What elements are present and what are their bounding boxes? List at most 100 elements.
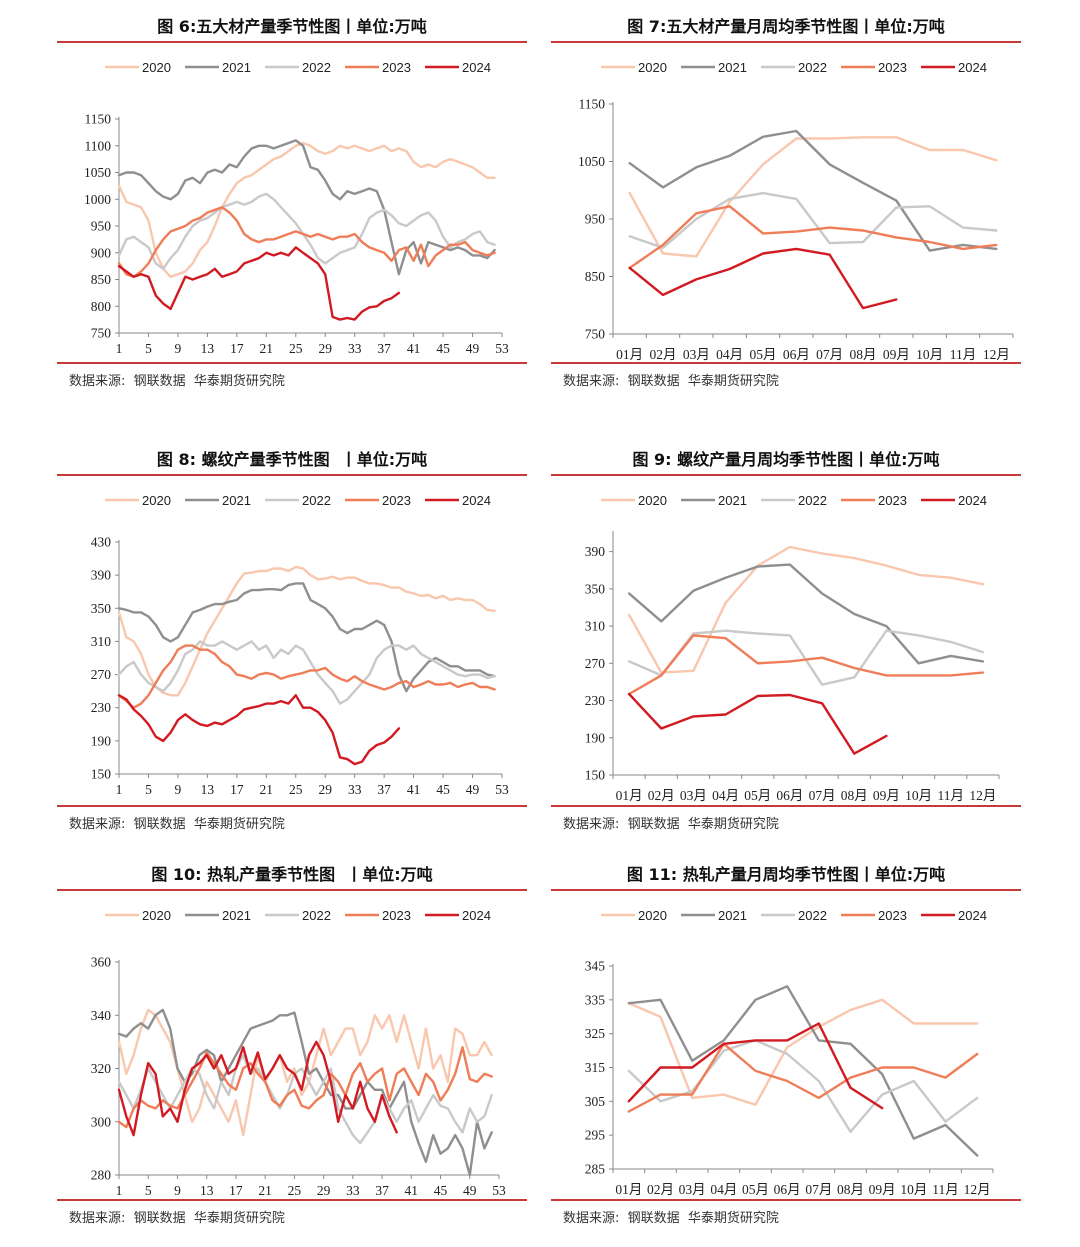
series-line-2024	[117, 694, 401, 766]
title-rule	[551, 889, 1021, 891]
x-tick-label: 9	[175, 341, 182, 356]
legend-label-2022: 2022	[302, 60, 331, 75]
x-tick-label: 25	[288, 1183, 302, 1198]
x-tick-label: 13	[201, 782, 215, 797]
series-line-2023	[117, 644, 496, 709]
x-tick-label: 07月	[805, 1182, 832, 1197]
x-tick-label: 53	[495, 782, 509, 797]
y-tick-label: 340	[91, 1008, 112, 1023]
chart-svg-fig6: 2020 2021 2022 2023 2024 750 800 850 900 950 1000 1…	[84, 60, 509, 356]
legend-label-2022: 2022	[302, 908, 331, 923]
x-tick-label: 06月	[783, 347, 810, 362]
y-tick-label: 800	[91, 299, 112, 314]
legend-label-2021: 2021	[718, 493, 747, 508]
legend-label-2021: 2021	[718, 908, 747, 923]
legend-label-2024: 2024	[462, 908, 491, 923]
y-tick-label: 950	[91, 219, 112, 234]
y-tick-label: 360	[91, 955, 112, 970]
x-tick-label: 5	[145, 341, 152, 356]
x-tick-label: 5	[145, 782, 152, 797]
x-tick-label: 33	[346, 1183, 360, 1198]
legend-label-2023: 2023	[382, 908, 411, 923]
legend-label-2022: 2022	[798, 493, 827, 508]
x-tick-label: 01月	[616, 788, 643, 803]
series-line-2020	[117, 565, 496, 697]
y-tick-label: 430	[91, 535, 112, 550]
x-tick-label: 12月	[964, 1182, 991, 1197]
legend-label-2024: 2024	[462, 60, 491, 75]
series-line-2023	[628, 205, 998, 270]
x-tick-label: 04月	[712, 788, 739, 803]
source-text: 数据来源: 钢联数据 华泰期货研究院	[563, 817, 779, 832]
series-line-2022	[117, 192, 496, 271]
x-tick-label: 08月	[841, 788, 868, 803]
legend: 2020 2021 2022 2023 2024	[105, 493, 491, 508]
x-tick-label: 11月	[938, 788, 965, 803]
series-line-2022	[627, 629, 985, 686]
series-line-2021	[628, 129, 998, 252]
x-tick-label: 01月	[616, 347, 643, 362]
x-tick-label: 41	[405, 1183, 419, 1198]
y-tick-label: 325	[585, 1026, 606, 1041]
series-line-2023	[627, 1042, 979, 1113]
legend: 2020 2021 2022 2023 2024	[601, 908, 987, 923]
y-tick-label: 305	[585, 1094, 606, 1109]
y-tick-label: 1100	[85, 138, 112, 153]
y-tick-label: 390	[91, 568, 112, 583]
source-text: 数据来源: 钢联数据 华泰期货研究院	[563, 1211, 779, 1226]
legend-label-2020: 2020	[638, 493, 667, 508]
y-tick-label: 310	[585, 619, 606, 634]
y-tick-label: 300	[91, 1114, 112, 1129]
legend: 2020 2021 2022 2023 2024	[105, 60, 491, 75]
x-tick-label: 13	[200, 1183, 214, 1198]
x-tick-label: 1	[116, 341, 123, 356]
chart-title: 图 9: 螺纹产量月周均季节性图丨单位:万吨	[632, 450, 940, 469]
y-tick-label: 315	[585, 1060, 606, 1075]
y-tick-label: 270	[91, 667, 112, 682]
y-tick-label: 350	[585, 581, 606, 596]
source-rule	[57, 362, 527, 364]
series-line-2020	[627, 545, 985, 674]
series-line-2020	[628, 136, 998, 258]
chart-title: 图 10: 热轧产量季节性图 丨单位:万吨	[151, 865, 433, 884]
source-text: 数据来源: 钢联数据 华泰期货研究院	[563, 374, 779, 389]
y-tick-label: 230	[91, 700, 112, 715]
x-tick-label: 08月	[837, 1182, 864, 1197]
y-tick-label: 190	[585, 730, 606, 745]
source-text: 数据来源: 钢联数据 华泰期货研究院	[69, 1211, 285, 1226]
series-line-2024	[627, 692, 888, 755]
x-tick-label: 03月	[680, 788, 707, 803]
y-tick-label: 230	[585, 693, 606, 708]
x-tick-label: 03月	[679, 1182, 706, 1197]
legend-label-2024: 2024	[958, 908, 987, 923]
legend-label-2021: 2021	[222, 908, 251, 923]
series-line-2024	[117, 1040, 398, 1137]
chart-panel-fig9: 图 9: 螺纹产量月周均季节性图丨单位:万吨 2020 2021 2022 2023 2…	[551, 447, 1021, 847]
legend-label-2021: 2021	[222, 493, 251, 508]
x-tick-label: 09月	[883, 347, 910, 362]
x-tick-label: 06月	[776, 788, 803, 803]
y-tick-label: 750	[91, 326, 112, 341]
x-tick-label: 37	[377, 341, 391, 356]
x-tick-label: 1	[116, 782, 123, 797]
x-tick-label: 05月	[742, 1182, 769, 1197]
legend-label-2023: 2023	[878, 493, 907, 508]
legend-label-2024: 2024	[958, 493, 987, 508]
x-tick-label: 03月	[683, 347, 710, 362]
chart-panel-fig8: 图 8: 螺纹产量季节性图 丨单位:万吨 2020 2021 2022 2023 202…	[57, 447, 527, 847]
x-tick-label: 25	[289, 782, 303, 797]
series-line-2024	[628, 247, 898, 310]
series-line-2021	[117, 139, 496, 276]
y-tick-label: 1050	[578, 154, 605, 169]
y-tick-label: 1050	[84, 165, 111, 180]
legend-label-2023: 2023	[382, 493, 411, 508]
source-rule	[551, 805, 1021, 807]
chart-title: 图 6:五大材产量季节性图丨单位:万吨	[157, 17, 427, 36]
x-tick-label: 05月	[750, 347, 777, 362]
chart-svg-fig7: 2020 2021 2022 2023 2024 750 850 950 1050 1150 01月…	[578, 60, 1014, 362]
x-tick-label: 10月	[905, 788, 932, 803]
series-line-2021	[627, 563, 985, 665]
legend-label-2023: 2023	[382, 60, 411, 75]
x-tick-label: 41	[407, 782, 421, 797]
legend-label-2020: 2020	[638, 908, 667, 923]
